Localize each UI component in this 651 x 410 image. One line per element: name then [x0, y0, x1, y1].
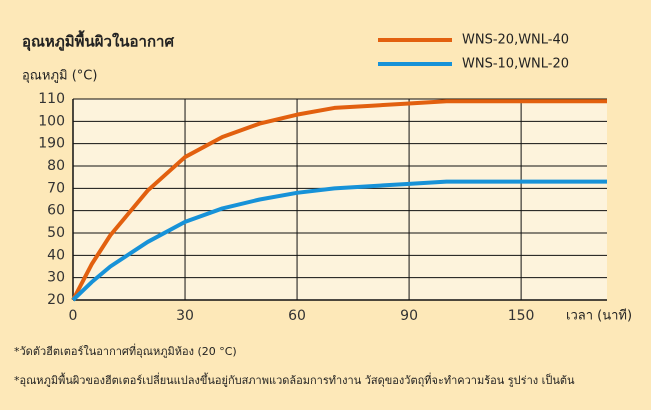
y-axis-label: อุณหภูมิ (°C) — [22, 69, 97, 84]
x-tick-label: 0 — [69, 308, 78, 324]
y-tick-label: 50 — [47, 225, 65, 241]
x-tick-label: 90 — [400, 308, 418, 324]
y-tick-label: 110 — [38, 91, 65, 107]
data-line — [71, 99, 607, 301]
y-tick-label: 60 — [47, 203, 65, 219]
x-tick-label: 150 — [508, 308, 535, 324]
plot-area — [73, 99, 607, 300]
data-line — [71, 179, 607, 302]
chart-title: อุณหภูมิพื้นผิวในอากาศ — [22, 30, 174, 52]
x-tick-label: 60 — [288, 308, 306, 324]
footnote: *อุณหภูมิพื้นผิวของฮีตเตอร์เปลี่ยนแปลงขึ… — [14, 372, 575, 387]
y-tick-label: 20 — [47, 292, 65, 308]
y-tick-label: 40 — [47, 247, 65, 263]
y-tick-label: 190 — [38, 136, 65, 152]
footnote: *วัดตัวฮีตเตอร์ในอากาศที่อุณหภูมิห้อง (2… — [14, 343, 237, 358]
legend-label: WNS-20,WNL-40 — [462, 33, 569, 48]
legend-label: WNS-10,WNL-20 — [462, 57, 569, 72]
y-tick-label: 80 — [47, 158, 65, 174]
y-tick-label: 100 — [38, 113, 65, 129]
x-axis-label: เวลา (นาที) — [566, 308, 632, 324]
x-tick-label: 30 — [176, 308, 194, 324]
y-tick-label: 30 — [47, 270, 65, 286]
y-tick-label: 70 — [47, 180, 65, 196]
